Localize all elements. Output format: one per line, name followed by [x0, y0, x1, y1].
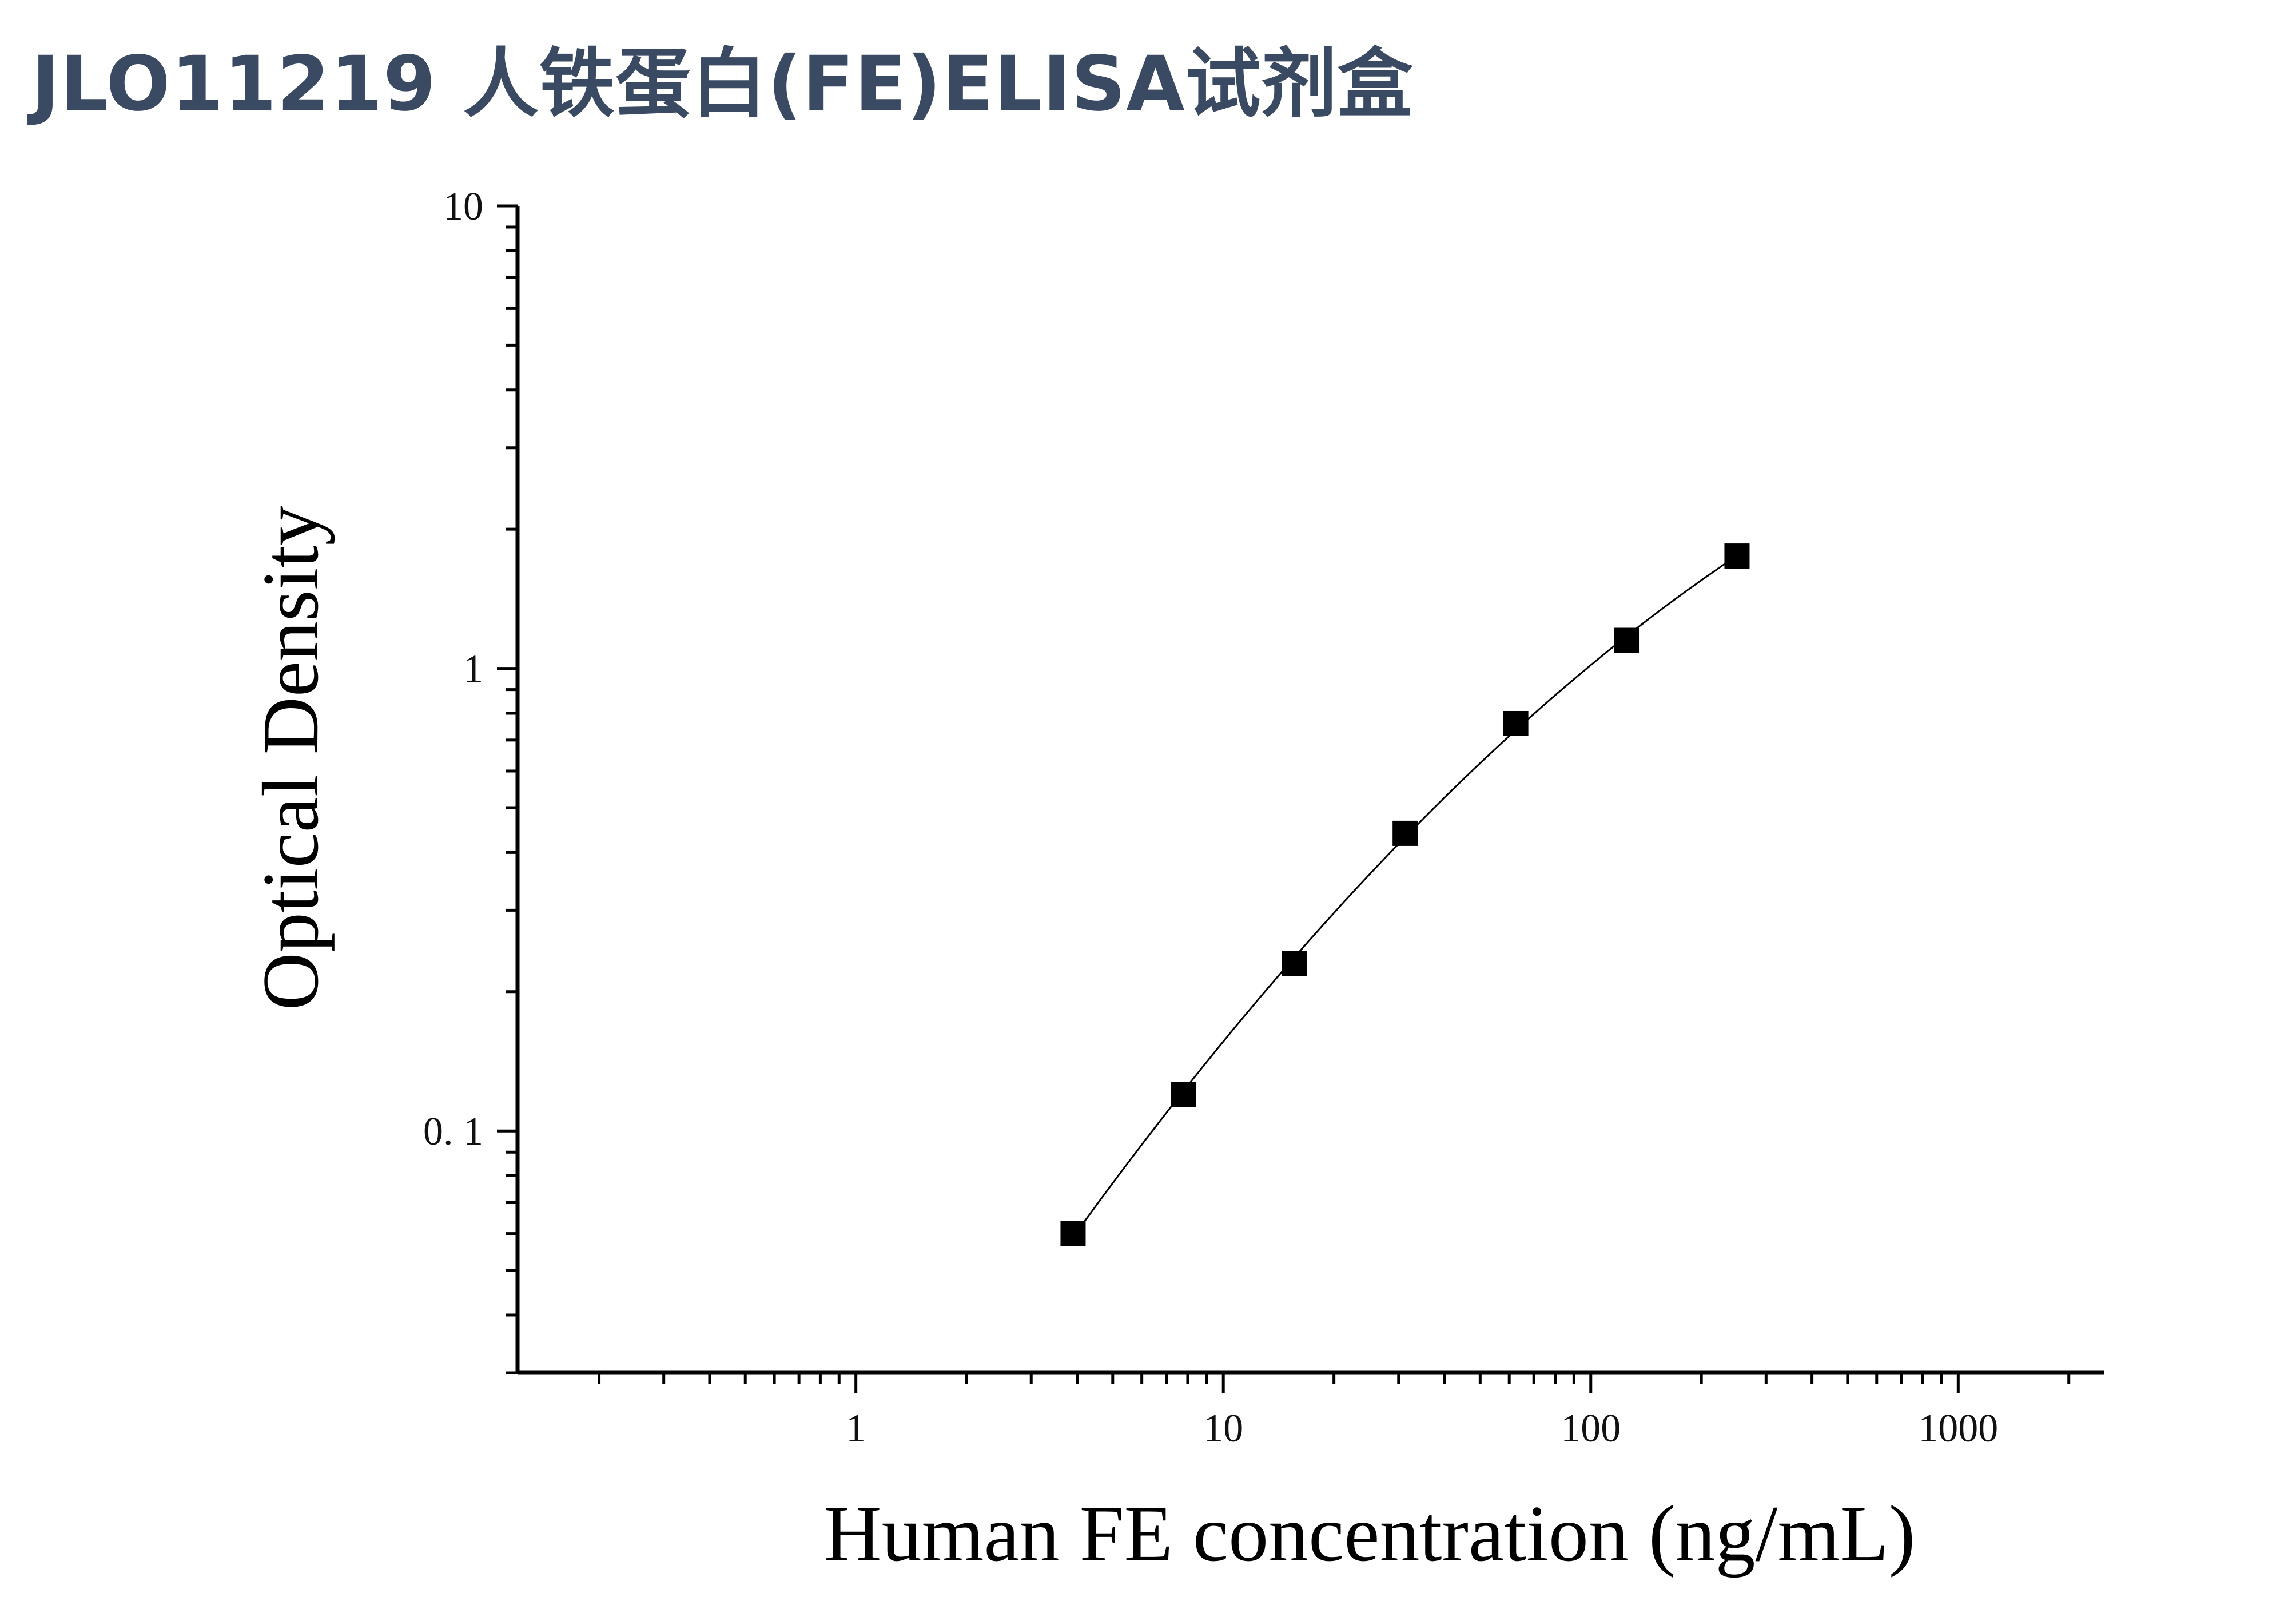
y-tick-label: 0. 1: [423, 1110, 483, 1154]
data-point: [1060, 1221, 1086, 1246]
data-points: [1060, 543, 1750, 1246]
x-axis-ticks: 1 10 100 1000: [598, 1373, 2071, 1451]
y-tick-label: 1: [463, 647, 483, 692]
y-axis-label: Optical Density: [246, 506, 335, 1011]
data-point: [1392, 820, 1418, 846]
y-tick-label: 10: [443, 185, 483, 229]
x-tick-label: 1000: [1918, 1407, 1998, 1451]
data-point: [1724, 543, 1750, 569]
x-tick-label: 100: [1561, 1407, 1621, 1451]
x-axis-label: Human FE concentration (ng/mL): [824, 1489, 1916, 1578]
data-point: [1503, 710, 1529, 736]
y-axis-ticks: 0. 1 1 10: [423, 185, 518, 1374]
page-title: JLO11219 人铁蛋白(FE)ELISA试剂盒: [31, 40, 1414, 128]
fit-curve: [1072, 555, 1738, 1238]
data-point: [1171, 1082, 1196, 1107]
data-point: [1614, 627, 1640, 653]
x-tick-label: 1: [846, 1407, 866, 1451]
x-tick-label: 10: [1203, 1407, 1243, 1451]
axes: [515, 206, 2104, 1375]
data-point: [1282, 951, 1307, 976]
